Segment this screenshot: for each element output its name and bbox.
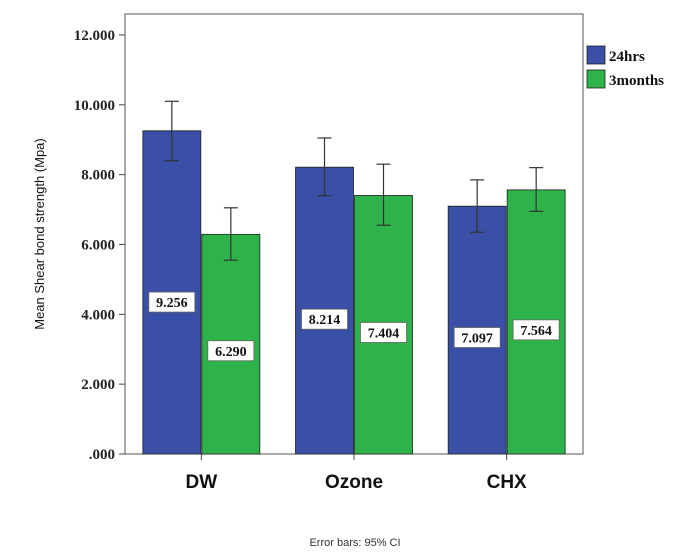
y-tick-label: 10.000: [74, 98, 115, 114]
data-label-box: [207, 340, 255, 362]
y-tick-label: .000: [89, 447, 115, 463]
error-bars-group: [164, 100, 544, 261]
legend-label-24hrs: 24hrs: [609, 49, 645, 65]
plot-area: [124, 13, 584, 455]
y-tick-label: 2.000: [81, 377, 115, 393]
data-labels-group: 9.256 6.290 8.214 7.404 7.097 7.564: [148, 291, 560, 362]
data-label-box: [453, 327, 501, 348]
y-tick-label: 4.000: [81, 307, 115, 323]
data-label-box: [512, 319, 560, 341]
data-label-24hrs-CHX: 7.097: [461, 332, 493, 347]
x-category-label-Ozone: Ozone: [325, 472, 383, 493]
legend: 24hrs 3months: [586, 45, 664, 89]
legend-label-3months: 3months: [609, 73, 664, 89]
x-category-label-CHX: CHX: [487, 472, 527, 493]
y-axis-label: Mean Shear bond strength (Mpa): [32, 138, 47, 330]
y-tick-label: 12.000: [74, 28, 115, 44]
legend-swatch-3months: [586, 69, 606, 89]
y-tick-label: 8.000: [81, 168, 115, 184]
legend-swatch-24hrs: [586, 45, 606, 65]
data-label-3months-Ozone: 7.404: [368, 326, 400, 341]
y-axis: .000 2.000 4.000 6.000 8.000 10.000 12.000: [74, 28, 125, 463]
error-bars-footnote: Error bars: 95% CI: [309, 537, 400, 549]
data-label-24hrs-Ozone: 8.214: [309, 313, 341, 328]
x-category-label-DW: DW: [186, 472, 218, 493]
y-tick-label: 6.000: [81, 237, 115, 253]
x-axis-categories: DW Ozone CHX: [186, 454, 527, 493]
data-label-box: [148, 291, 196, 313]
data-label-3months-CHX: 7.564: [520, 324, 552, 339]
data-label-box: [360, 322, 407, 343]
data-label-24hrs-DW: 9.256: [156, 296, 188, 311]
data-label-box: [301, 308, 348, 330]
data-label-3months-DW: 6.290: [215, 345, 247, 360]
